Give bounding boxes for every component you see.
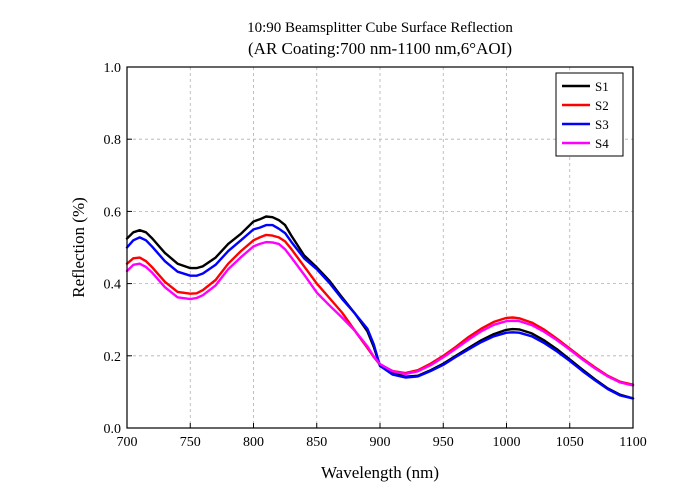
series-layer <box>125 215 635 400</box>
x-tick-label: 1000 <box>493 435 521 450</box>
x-tick-label: 1050 <box>556 435 584 450</box>
legend-label-s2: S2 <box>595 98 609 113</box>
y-tick-label: 0.0 <box>104 422 122 437</box>
y-axis-label: Reflection (%) <box>69 197 88 298</box>
y-tick-label: 0.2 <box>104 350 122 365</box>
series-line-s3 <box>125 223 635 400</box>
x-tick-label: 800 <box>243 435 264 450</box>
legend-label-s3: S3 <box>595 117 609 132</box>
x-tick-label: 1100 <box>619 435 646 450</box>
y-axis-ticks: 0.0 0.2 0.4 0.6 0.8 1.0 <box>104 61 132 437</box>
x-axis-label: Wavelength (nm) <box>321 463 439 482</box>
y-tick-label: 0.4 <box>104 278 122 293</box>
series-line-s4 <box>125 240 635 387</box>
legend-label-s4: S4 <box>595 136 609 151</box>
chart-subtitle: (AR Coating:700 nm-1100 nm,6°AOI) <box>248 39 512 58</box>
y-tick-label: 0.6 <box>104 205 122 220</box>
x-tick-label: 850 <box>306 435 327 450</box>
legend: S1 S2 S3 S4 <box>555 72 624 157</box>
y-tick-label: 0.8 <box>104 133 122 148</box>
legend-label-s1: S1 <box>595 79 609 94</box>
chart-title: 10:90 Beamsplitter Cube Surface Reflecti… <box>247 20 513 36</box>
x-tick-label: 950 <box>433 435 454 450</box>
x-axis-ticks: 700 750 800 850 900 950 1000 1050 1100 <box>117 423 647 450</box>
y-tick-label: 1.0 <box>104 61 122 76</box>
x-tick-label: 700 <box>117 435 138 450</box>
x-tick-label: 750 <box>180 435 201 450</box>
x-tick-label: 900 <box>370 435 391 450</box>
